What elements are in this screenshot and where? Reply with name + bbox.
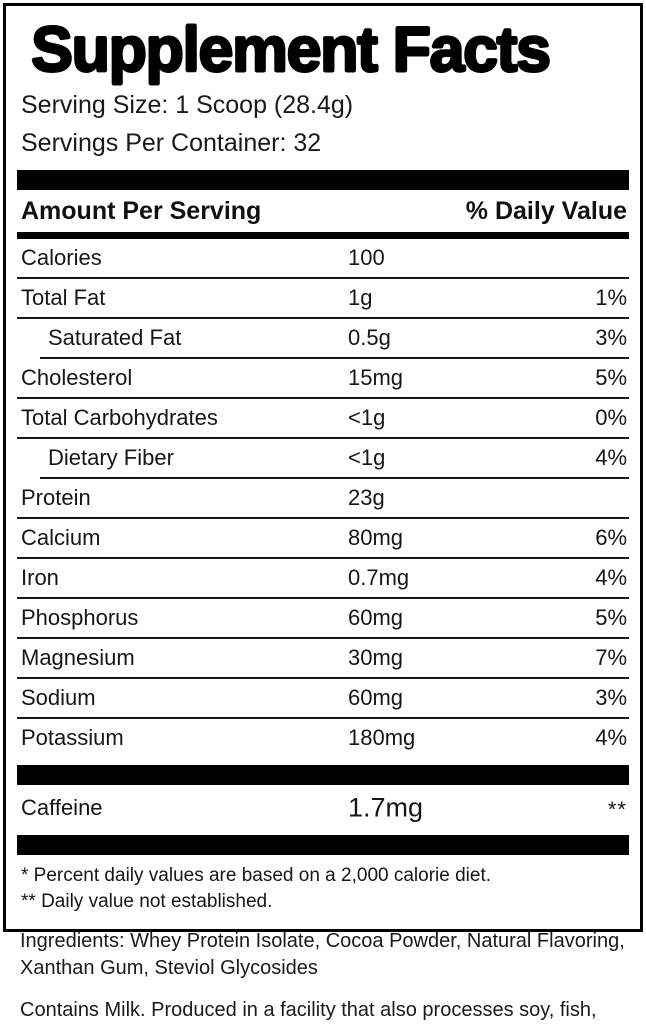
nutrient-table: Calories 100 Total Fat 1g 1% Saturated F… [17,239,629,757]
nutrient-amount: 80mg [348,525,404,550]
nutrient-amount: <1g [348,405,386,430]
row-separator [17,637,629,639]
row-separator-indented [40,477,629,479]
footnote-not-established: ** Daily value not established. [21,891,273,912]
thick-divider-top [17,170,629,190]
row-separator [17,397,629,399]
nutrient-amount: 0.5g [348,325,391,350]
row-separator [17,677,629,679]
footnotes: * Percent daily values are based on a 2,… [17,855,629,925]
row-separator [17,277,629,279]
nutrient-amount: 60mg [348,605,404,630]
nutrient-row-saturated-fat: Saturated Fat 0.5g 3% [17,319,629,357]
nutrient-daily-value: 4% [595,725,627,750]
row-separator [17,557,629,559]
nutrient-amount: <1g [348,445,386,470]
row-separator-indented [40,357,629,359]
row-separator [17,317,629,319]
nutrient-row-total-fat: Total Fat 1g 1% [17,279,629,317]
nutrient-daily-value: 5% [595,605,627,630]
medium-divider [17,232,629,239]
nutrient-row-calories: Calories 100 [17,239,629,277]
nutrient-daily-value: 3% [595,325,627,350]
nutrient-daily-value: 4% [595,565,627,590]
nutrient-row-phosphorus: Phosphorus 60mg 5% [17,599,629,637]
nutrient-name: Total Fat [21,285,106,310]
nutrient-name: Calcium [21,525,101,550]
nutrient-daily-value: 0% [595,405,627,430]
nutrient-amount: 1.7mg [348,792,424,823]
row-separator [17,597,629,599]
nutrient-daily-value: 7% [595,645,627,670]
thick-divider-below-caffeine [17,835,629,855]
row-separator [17,517,629,519]
allergen-text: Contains Milk. Produced in a facility th… [20,999,597,1021]
nutrient-daily-value: 4% [595,445,627,470]
nutrient-name: Caffeine [21,795,103,820]
nutrient-row-caffeine: Caffeine 1.7mg ** [17,785,629,831]
daily-value-header: % Daily Value [465,196,627,225]
servings-per-container-line: Servings Per Container: 32 [21,128,322,157]
nutrient-name: Phosphorus [21,605,139,630]
amount-per-serving-header: Amount Per Serving [21,196,262,225]
nutrient-name: Saturated Fat [48,325,182,350]
supplement-facts-panel: Supplement Facts Serving Size: 1 Scoop (… [3,3,643,932]
panel-title: Supplement Facts [31,15,551,85]
column-header-row: Amount Per Serving % Daily Value [17,190,629,232]
row-separator [17,717,629,719]
ingredients-text: Ingredients: Whey Protein Isolate, Cocoa… [20,930,625,979]
nutrient-daily-value: 5% [595,365,627,390]
nutrient-daily-value: 1% [595,285,627,310]
footnote-daily-values: * Percent daily values are based on a 2,… [21,865,492,886]
nutrient-row-protein: Protein 23g [17,479,629,517]
nutrient-name: Cholesterol [21,365,133,390]
nutrient-amount: 0.7mg [348,565,410,590]
nutrient-row-magnesium: Magnesium 30mg 7% [17,639,629,677]
nutrient-name: Iron [21,565,59,590]
nutrient-daily-value: 3% [595,685,627,710]
nutrient-row-dietary-fiber: Dietary Fiber <1g 4% [17,439,629,477]
nutrient-row-calcium: Calcium 80mg 6% [17,519,629,557]
nutrient-name: Calories [21,245,102,270]
nutrient-row-total-carbohydrates: Total Carbohydrates <1g 0% [17,399,629,437]
nutrient-row-potassium: Potassium 180mg 4% [17,719,629,757]
nutrient-name: Magnesium [21,645,135,670]
nutrient-name: Total Carbohydrates [21,405,218,430]
nutrient-row-cholesterol: Cholesterol 15mg 5% [17,359,629,397]
nutrient-amount: 23g [348,485,385,510]
nutrient-name: Dietary Fiber [48,445,174,470]
nutrient-name: Protein [21,485,91,510]
nutrient-amount: 15mg [348,365,404,390]
nutrient-amount: 180mg [348,725,416,750]
nutrient-row-iron: Iron 0.7mg 4% [17,559,629,597]
nutrient-row-sodium: Sodium 60mg 3% [17,679,629,717]
serving-size-line: Serving Size: 1 Scoop (28.4g) [21,90,354,119]
below-label-text: Ingredients: Whey Protein Isolate, Cocoa… [20,928,632,1024]
row-separator [17,437,629,439]
nutrient-daily-value: ** [607,797,627,822]
thick-divider-above-caffeine [17,765,629,785]
nutrient-name: Potassium [21,725,124,750]
nutrient-amount: 100 [348,245,385,270]
nutrient-daily-value: 6% [595,525,627,550]
nutrient-name: Sodium [21,685,96,710]
nutrient-amount: 30mg [348,645,404,670]
nutrient-amount: 60mg [348,685,404,710]
nutrient-amount: 1g [348,285,373,310]
